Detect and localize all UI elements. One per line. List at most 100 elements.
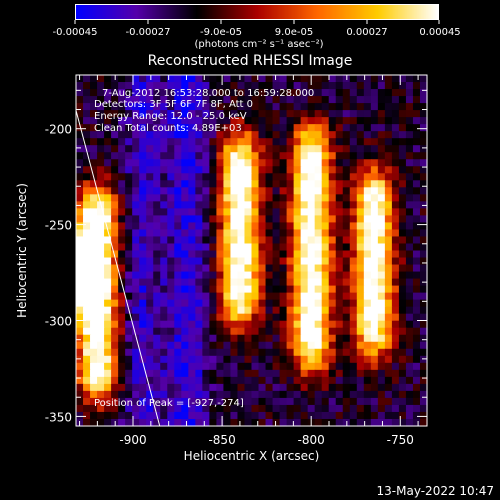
heatmap-cell [356,110,365,118]
heatmap-cell [104,75,112,83]
heatmap-cell [349,138,358,146]
heatmap-cell [90,320,98,329]
heatmap-cell [251,355,260,364]
heatmap-cell [307,96,316,104]
heatmap-cell [83,362,91,371]
heatmap-cell [307,355,316,364]
heatmap-cell [377,159,386,167]
heatmap-cell [356,89,365,97]
heatmap-cell [216,250,225,259]
heatmap-cell [391,110,400,118]
heatmap-cell [244,299,253,308]
heatmap-cell [328,306,337,315]
heatmap-cell [153,96,161,104]
heatmap-cell [237,362,246,371]
heatmap-cell [104,341,112,350]
heatmap-cell [356,152,365,160]
heatmap-cell [370,250,379,259]
detectors-annotation: Detectors: 3F 5F 6F 7F 8F, Att 0 [94,99,254,110]
heatmap-cell [265,103,274,111]
heatmap-cell [272,131,281,139]
heatmap-cell [104,327,112,336]
heatmap-cell [377,180,386,188]
heatmap-cell [216,397,225,406]
heatmap-cell [314,145,323,153]
heatmap-cell [251,96,260,104]
heatmap-cell [265,397,274,406]
heatmap-cell [181,152,189,160]
heatmap-cell [167,271,175,280]
heatmap-cell [237,390,246,399]
heatmap-cell [384,278,393,287]
heatmap-cell [307,390,316,399]
heatmap-cell [419,271,428,280]
heatmap-cell [363,103,372,111]
heatmap-cell [90,82,98,90]
heatmap-cell [230,257,239,266]
heatmap-cell [405,236,414,245]
heatmap-cell [251,208,260,216]
heatmap-cell [216,138,225,146]
heatmap-cell [76,250,84,259]
heatmap-cell [300,236,309,245]
heatmap-cell [363,292,372,301]
heatmap-cell [279,341,288,350]
heatmap-cell [349,334,358,343]
heatmap-cell [188,187,196,195]
colorbar-tick-label-3: 9.0e-05 [274,27,314,38]
heatmap-cell [363,411,372,420]
heatmap-cell [195,96,203,104]
heatmap-cell [111,306,119,315]
heatmap-cell [300,404,309,413]
heatmap-cell [223,362,232,371]
heatmap-cell [216,292,225,301]
heatmap-cell [286,397,295,406]
heatmap-cell [132,299,140,308]
heatmap-cell [356,299,365,308]
heatmap-cell [216,173,225,181]
heatmap-cell [279,187,288,195]
heatmap-cell [167,383,175,392]
heatmap-cell [300,222,309,231]
heatmap-cell [181,131,189,139]
heatmap-cell [139,327,147,336]
heatmap-cell [181,229,189,238]
heatmap-cell [83,383,91,392]
heatmap-cell [356,75,365,83]
heatmap-cell [83,320,91,329]
heatmap-cell [104,166,112,174]
heatmap-cell [363,355,372,364]
heatmap-cell [160,180,168,188]
heatmap-cell [342,292,351,301]
heatmap-cell [181,208,189,216]
heatmap-cell [125,152,133,160]
heatmap-cell [188,390,196,399]
heatmap-cell [202,376,210,385]
heatmap-cell [188,159,196,167]
heatmap-cell [314,138,323,146]
heatmap-cell [195,397,203,406]
heatmap-cell [209,166,217,174]
heatmap-cell [251,131,260,139]
heatmap-cell [160,89,168,97]
heatmap-cell [202,390,210,399]
heatmap-cell [349,313,358,322]
heatmap-cell [188,271,196,280]
heatmap-cell [125,180,133,188]
heatmap-cell [167,250,175,259]
heatmap-cell [111,166,119,174]
heatmap-cell [188,418,196,427]
heatmap-cell [286,236,295,245]
heatmap-cell [146,362,154,371]
heatmap-cell [419,341,428,350]
heatmap-cell [342,124,351,132]
heatmap-cell [349,152,358,160]
heatmap-cell [279,313,288,322]
heatmap-cell [104,103,112,111]
heatmap-cell [300,215,309,224]
heatmap-cell [188,201,196,209]
heatmap-cell [258,390,267,399]
heatmap-cell [90,264,98,273]
heatmap-cell [251,369,260,378]
heatmap-cell [405,159,414,167]
